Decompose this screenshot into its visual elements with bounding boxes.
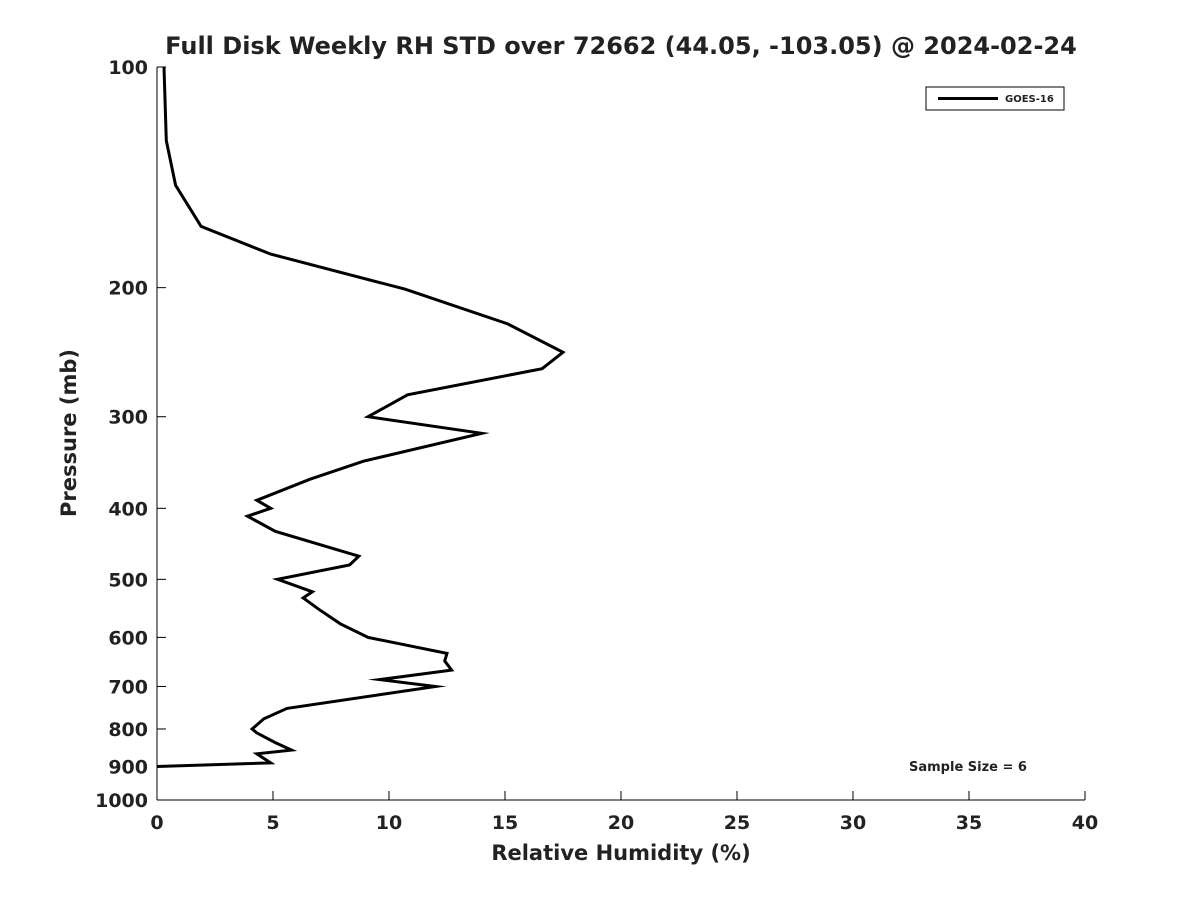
x-axis-label: Relative Humidity (%) bbox=[491, 841, 750, 865]
x-tick-label: 5 bbox=[266, 812, 279, 834]
chart-title: Full Disk Weekly RH STD over 72662 (44.0… bbox=[165, 32, 1077, 60]
series-line-goes-16 bbox=[156, 66, 566, 768]
y-tick-label: 100 bbox=[108, 57, 148, 79]
legend-label-goes-16: GOES-16 bbox=[1005, 94, 1054, 105]
y-tick-label: 500 bbox=[108, 569, 148, 591]
y-tick-label: 600 bbox=[108, 627, 148, 649]
x-tick-label: 35 bbox=[956, 812, 982, 834]
x-tick-label: 30 bbox=[840, 812, 866, 834]
y-tick-label: 800 bbox=[108, 719, 148, 741]
x-ticks: 0 5 10 15 20 25 30 35 40 bbox=[150, 791, 1098, 834]
y-axis-label: Pressure (mb) bbox=[57, 349, 81, 517]
x-tick-label: 0 bbox=[150, 812, 163, 834]
x-tick-label: 25 bbox=[724, 812, 750, 834]
x-tick-label: 40 bbox=[1072, 812, 1098, 834]
y-tick-label: 300 bbox=[108, 407, 148, 429]
x-tick-label: 15 bbox=[492, 812, 518, 834]
sample-size-annotation: Sample Size = 6 bbox=[909, 760, 1027, 775]
axes bbox=[156, 67, 1085, 801]
y-tick-label: 700 bbox=[108, 676, 148, 698]
legend: GOES-16 bbox=[925, 86, 1065, 111]
y-tick-label: 400 bbox=[108, 498, 148, 520]
y-ticks: 100 200 300 400 500 600 700 800 900 1000 bbox=[95, 57, 166, 812]
x-tick-label: 10 bbox=[376, 812, 402, 834]
y-tick-label: 900 bbox=[108, 756, 148, 778]
series-layer bbox=[156, 66, 566, 768]
y-tick-label: 200 bbox=[108, 278, 148, 300]
x-tick-label: 20 bbox=[608, 812, 634, 834]
y-tick-label: 1000 bbox=[95, 790, 148, 812]
